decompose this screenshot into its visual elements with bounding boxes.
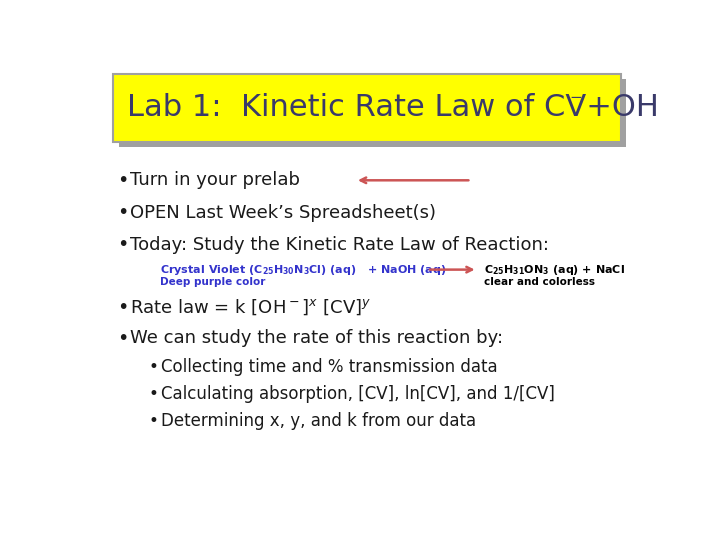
Text: Calculating absorption, [CV], ln[CV], and 1/[CV]: Calculating absorption, [CV], ln[CV], an…	[161, 384, 554, 403]
Text: •: •	[117, 171, 128, 190]
Text: We can study the rate of this reaction by:: We can study the rate of this reaction b…	[130, 329, 503, 347]
Text: Crystal Violet ($\mathbf{C_{25}H_{30}N_3Cl}$) (aq)   + NaOH (aq): Crystal Violet ($\mathbf{C_{25}H_{30}N_3…	[160, 262, 446, 276]
Text: Collecting time and % transmission data: Collecting time and % transmission data	[161, 357, 497, 376]
Text: •: •	[117, 235, 128, 254]
Text: Deep purple color: Deep purple color	[160, 277, 265, 287]
Bar	[119, 79, 626, 147]
Text: Today: Study the Kinetic Rate Law of Reaction:: Today: Study the Kinetic Rate Law of Rea…	[130, 236, 549, 254]
Text: •: •	[148, 411, 158, 429]
Text: Determining x, y, and k from our data: Determining x, y, and k from our data	[161, 411, 476, 429]
Text: •: •	[117, 329, 128, 348]
Text: •: •	[148, 357, 158, 376]
Text: Lab 1:  Kinetic Rate Law of CV+OH: Lab 1: Kinetic Rate Law of CV+OH	[127, 93, 659, 123]
Text: Rate law = k $[\mathrm{OH}^-]^x$ $[\mathrm{CV}]^y$: Rate law = k $[\mathrm{OH}^-]^x$ $[\math…	[130, 298, 371, 317]
Bar	[113, 74, 621, 142]
Text: −: −	[570, 90, 582, 105]
Text: Turn in your prelab: Turn in your prelab	[130, 171, 300, 190]
Text: •: •	[117, 203, 128, 222]
Text: •: •	[117, 298, 128, 317]
Text: •: •	[148, 384, 158, 403]
Text: OPEN Last Week’s Spreadsheet(s): OPEN Last Week’s Spreadsheet(s)	[130, 204, 436, 221]
Text: $\mathbf{C_{25}H_{31}ON_3}$ (aq) + NaCl: $\mathbf{C_{25}H_{31}ON_3}$ (aq) + NaCl	[484, 262, 625, 276]
Text: clear and colorless: clear and colorless	[484, 277, 595, 287]
